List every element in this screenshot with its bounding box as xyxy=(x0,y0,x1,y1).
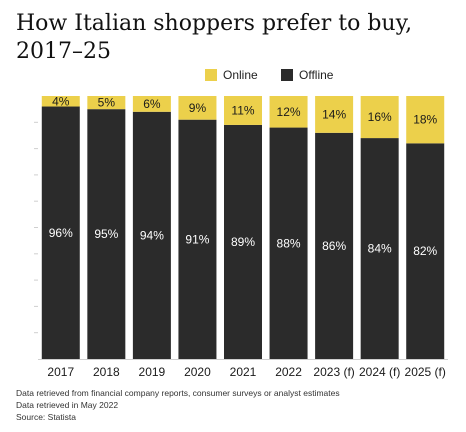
data-label-offline: 96% xyxy=(49,226,73,240)
footer-note-method: Data retrieved from financial company re… xyxy=(16,388,340,398)
bar-online-2022 xyxy=(269,96,308,128)
bar-offline-2024-f- xyxy=(360,138,399,359)
legend-item-offline: Offline xyxy=(281,68,333,82)
bar-online-2025-f- xyxy=(406,96,445,144)
data-label-online: 4% xyxy=(52,94,70,108)
footer-source: Source: Statista xyxy=(16,412,77,422)
x-tick-label: 2017 xyxy=(47,365,74,379)
x-tick-label: 2024 (f) xyxy=(359,365,400,379)
bar-offline-2017 xyxy=(41,106,80,360)
x-tick-label: 2022 xyxy=(275,365,302,379)
data-label-online: 11% xyxy=(231,103,254,117)
data-label-offline: 95% xyxy=(94,227,118,241)
bar-offline-2019 xyxy=(132,111,171,359)
legend-label-offline: Offline xyxy=(299,68,334,82)
legend-swatch-offline xyxy=(281,69,293,81)
bar-online-2018 xyxy=(87,96,126,110)
data-label-online: 9% xyxy=(189,101,207,115)
data-label-online: 12% xyxy=(277,105,301,119)
bar-offline-2025-f- xyxy=(406,143,445,359)
data-label-online: 16% xyxy=(368,110,392,124)
data-label-offline: 82% xyxy=(413,244,437,258)
bar-offline-2021 xyxy=(224,124,262,360)
chart-footer: Data retrieved from financial company re… xyxy=(16,387,340,423)
bar-offline-2020 xyxy=(178,119,217,359)
chart-title: How Italian shoppers prefer to buy, 2017… xyxy=(16,11,413,64)
data-label-offline: 88% xyxy=(277,236,301,250)
data-label-offline: 94% xyxy=(140,228,164,242)
x-tick-label: 2023 (f) xyxy=(313,365,354,379)
bar-online-2017 xyxy=(41,96,80,107)
bar-offline-2023-f- xyxy=(315,132,354,359)
legend-item-online: Online xyxy=(205,68,258,82)
bar-offline-2022 xyxy=(269,127,308,359)
x-tick-label: 2025 (f) xyxy=(405,365,446,379)
data-label-online: 5% xyxy=(98,96,116,110)
data-label-online: 18% xyxy=(413,113,437,127)
footer-note-date: Data retrieved in May 2022 xyxy=(16,400,119,410)
bar-online-2024-f- xyxy=(360,96,399,139)
bar-online-2021 xyxy=(224,96,262,125)
x-tick-label: 2020 xyxy=(184,365,211,379)
x-tick-label: 2021 xyxy=(230,365,257,379)
x-tick-label: 2019 xyxy=(139,365,166,379)
bar-offline-2018 xyxy=(87,109,126,360)
x-tick-label: 2018 xyxy=(93,365,120,379)
data-label-offline: 84% xyxy=(368,242,392,256)
data-label-offline: 89% xyxy=(231,235,255,249)
legend-label-online: Online xyxy=(223,68,258,82)
bar-online-2020 xyxy=(178,96,217,120)
legend-swatch-online xyxy=(205,69,217,81)
bar-online-2023-f- xyxy=(315,96,354,133)
data-label-online: 14% xyxy=(322,107,346,121)
data-label-online: 6% xyxy=(143,97,161,111)
data-label-offline: 91% xyxy=(185,232,209,246)
data-label-offline: 86% xyxy=(322,239,346,253)
bar-online-2019 xyxy=(132,96,171,112)
